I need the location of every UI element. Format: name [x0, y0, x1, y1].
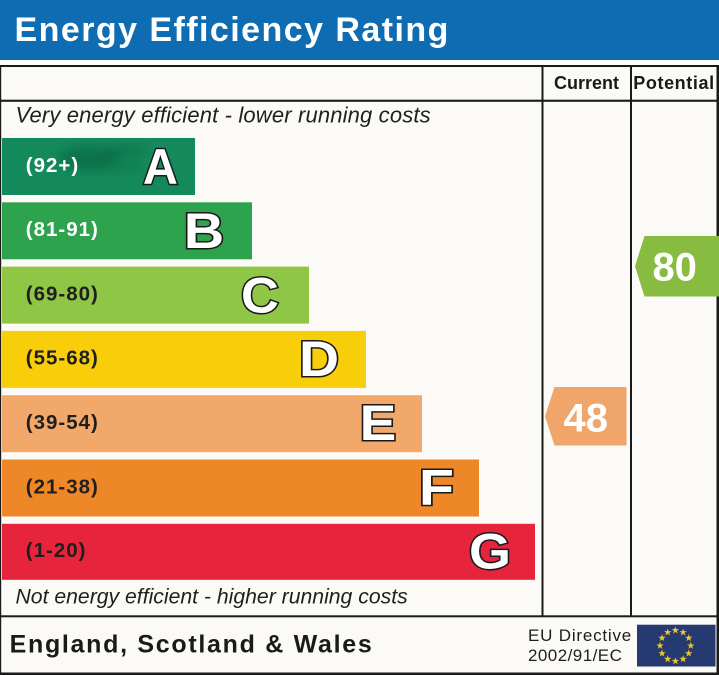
- svg-text:Energy Efficiency Rating: Energy Efficiency Rating: [15, 11, 450, 49]
- svg-text:(55-68): (55-68): [26, 347, 99, 370]
- svg-text:E: E: [360, 395, 397, 451]
- svg-text:D: D: [299, 332, 339, 388]
- svg-text:(21-38): (21-38): [26, 475, 99, 498]
- svg-text:B: B: [184, 204, 224, 260]
- svg-text:(1-20): (1-20): [26, 539, 87, 562]
- svg-text:(92+): (92+): [26, 154, 79, 177]
- svg-text:Potential: Potential: [633, 73, 714, 93]
- svg-text:A: A: [143, 139, 178, 195]
- svg-text:EU Directive: EU Directive: [528, 626, 632, 645]
- svg-text:2002/91/EC: 2002/91/EC: [528, 646, 622, 665]
- svg-text:(39-54): (39-54): [26, 411, 99, 434]
- svg-text:Not energy efficient - higher: Not energy efficient - higher running co…: [16, 586, 409, 609]
- svg-text:England, Scotland & Wales: England, Scotland & Wales: [10, 631, 374, 659]
- svg-text:F: F: [419, 460, 454, 516]
- svg-text:Current: Current: [554, 73, 619, 93]
- svg-text:G: G: [469, 524, 511, 580]
- svg-text:80: 80: [652, 245, 697, 289]
- svg-text:C: C: [241, 268, 279, 324]
- svg-text:(69-80): (69-80): [26, 282, 99, 305]
- svg-text:(81-91): (81-91): [26, 218, 99, 241]
- svg-text:Very energy efficient - lower: Very energy efficient - lower running co…: [16, 103, 431, 128]
- svg-text:48: 48: [564, 396, 609, 440]
